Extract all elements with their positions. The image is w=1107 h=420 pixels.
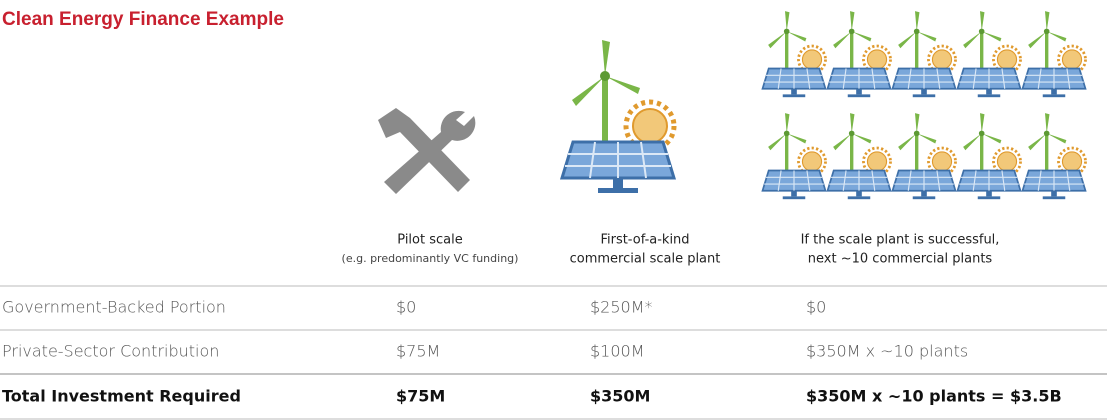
column-header: Pilot scale	[397, 233, 462, 248]
cell: $350M x ~10 plants	[806, 342, 968, 361]
cell: $250M*	[590, 298, 653, 317]
title: Clean Energy Finance Example	[2, 9, 284, 30]
cell: $350M	[590, 387, 650, 406]
cell: $75M	[396, 387, 445, 406]
row-label: Government-Backed Portion	[2, 298, 226, 317]
column-header: First-of-a-kind	[600, 233, 689, 248]
cell: $0	[396, 298, 416, 317]
cell: $0	[806, 298, 826, 317]
column-header: If the scale plant is successful,	[801, 233, 1000, 248]
column-header: commercial scale plant	[570, 252, 721, 267]
tools-icon	[378, 108, 476, 194]
column-note: (e.g. predominantly VC funding)	[342, 252, 519, 265]
plant-icon-grid	[761, 10, 1087, 201]
row-label: Private-Sector Contribution	[2, 342, 219, 361]
cell: $100M	[590, 342, 645, 361]
column-header: next ~10 commercial plants	[808, 252, 993, 267]
plant-icon-large	[562, 40, 674, 193]
cell: $75M	[396, 342, 440, 361]
row-label: Total Investment Required	[2, 387, 241, 406]
cell: $350M x ~10 plants = $3.5B	[806, 387, 1062, 406]
